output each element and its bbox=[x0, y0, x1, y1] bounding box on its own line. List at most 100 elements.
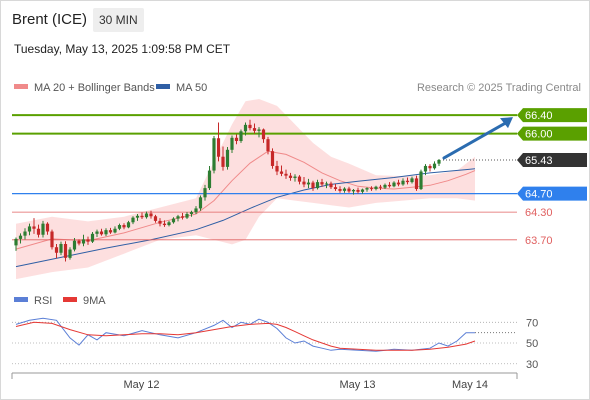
candle-body bbox=[203, 188, 207, 198]
candle bbox=[302, 177, 306, 188]
candle-body bbox=[257, 129, 261, 131]
legend-9ma-label: 9MA bbox=[83, 295, 106, 307]
candle-body bbox=[293, 176, 297, 178]
candle-body bbox=[401, 180, 405, 185]
candle-body bbox=[95, 231, 99, 234]
pivot-label: 64.70 bbox=[525, 189, 553, 201]
ma50-line bbox=[15, 168, 476, 268]
candle bbox=[369, 186, 374, 191]
candle-body bbox=[122, 225, 126, 228]
candle bbox=[437, 159, 441, 166]
candle-body bbox=[50, 231, 54, 248]
candle bbox=[293, 174, 297, 182]
candle bbox=[311, 180, 315, 191]
candle-body bbox=[59, 243, 63, 253]
candle bbox=[162, 220, 167, 227]
candle bbox=[140, 212, 144, 220]
candle bbox=[27, 223, 32, 236]
candle-body bbox=[374, 186, 378, 190]
candle-body bbox=[212, 138, 216, 171]
candle bbox=[194, 206, 198, 214]
candle-body bbox=[72, 240, 77, 250]
time-axis-label: May 12 bbox=[123, 379, 159, 391]
candle bbox=[122, 223, 126, 230]
candle bbox=[365, 187, 369, 192]
candle-body bbox=[315, 182, 320, 189]
candle-body bbox=[45, 223, 50, 232]
candle bbox=[306, 178, 311, 189]
candle bbox=[230, 135, 234, 154]
candle-body bbox=[230, 137, 234, 150]
candle bbox=[108, 227, 113, 234]
candle bbox=[90, 231, 95, 244]
candle bbox=[392, 181, 396, 188]
candle bbox=[36, 224, 41, 238]
candle bbox=[63, 241, 68, 262]
candle bbox=[198, 195, 203, 211]
candle-body bbox=[284, 173, 288, 176]
candle-body bbox=[387, 184, 392, 187]
candle-body bbox=[437, 159, 441, 164]
candle bbox=[288, 172, 293, 181]
candle bbox=[149, 210, 153, 219]
candle bbox=[104, 228, 108, 237]
candle bbox=[423, 164, 428, 176]
candle-body bbox=[378, 186, 383, 188]
candle bbox=[18, 233, 23, 244]
candle-body bbox=[324, 183, 329, 185]
candle bbox=[23, 228, 27, 240]
candle-body bbox=[221, 156, 225, 167]
candle-body bbox=[347, 188, 351, 192]
candle bbox=[248, 119, 252, 131]
candle-body bbox=[261, 129, 266, 140]
candle-body bbox=[104, 230, 108, 235]
resistance-label-box bbox=[517, 126, 587, 141]
rsi-panel: 70 50 30 bbox=[12, 317, 538, 371]
candle bbox=[225, 147, 230, 170]
candle-body bbox=[27, 226, 32, 232]
candle bbox=[428, 164, 432, 172]
interval-button[interactable]: 30 MIN bbox=[93, 8, 144, 32]
candle-body bbox=[86, 239, 90, 242]
resistance-label: 66.00 bbox=[525, 129, 553, 141]
candle-body bbox=[113, 228, 117, 233]
attribution: Research © 2025 Trading Central bbox=[417, 82, 581, 94]
candle-body bbox=[311, 182, 315, 189]
candle bbox=[360, 188, 365, 194]
candle bbox=[86, 236, 90, 245]
candle-body bbox=[149, 213, 153, 217]
candle-body bbox=[36, 228, 41, 235]
candle-body bbox=[432, 163, 437, 169]
candle bbox=[216, 122, 221, 162]
rsi-line bbox=[15, 317, 475, 352]
candle-body bbox=[266, 139, 270, 152]
legend-ma20-swatch bbox=[14, 84, 28, 89]
candle bbox=[126, 220, 131, 229]
candle bbox=[338, 186, 342, 193]
candle-body bbox=[117, 225, 122, 229]
candle-body bbox=[279, 171, 284, 174]
candle-body bbox=[252, 128, 257, 131]
candle-body bbox=[108, 230, 113, 233]
support-label: 63.70 bbox=[525, 235, 553, 247]
candle-body bbox=[180, 216, 185, 218]
candle bbox=[401, 178, 405, 186]
candle-body bbox=[239, 131, 243, 142]
candle bbox=[432, 161, 437, 170]
candle bbox=[45, 222, 50, 235]
candle bbox=[117, 223, 122, 231]
candle-body bbox=[428, 165, 432, 169]
candle-body bbox=[194, 208, 198, 213]
candle bbox=[203, 184, 207, 201]
candle bbox=[270, 148, 275, 169]
candle bbox=[329, 181, 333, 190]
candle-body bbox=[270, 151, 275, 166]
candle bbox=[315, 179, 320, 190]
candle bbox=[414, 175, 419, 191]
resistance-label: 66.40 bbox=[525, 110, 553, 122]
forecast-arrow-head bbox=[500, 117, 513, 129]
candle bbox=[207, 165, 212, 190]
legend-rsi-swatch bbox=[14, 297, 28, 302]
candle-body bbox=[410, 178, 414, 183]
